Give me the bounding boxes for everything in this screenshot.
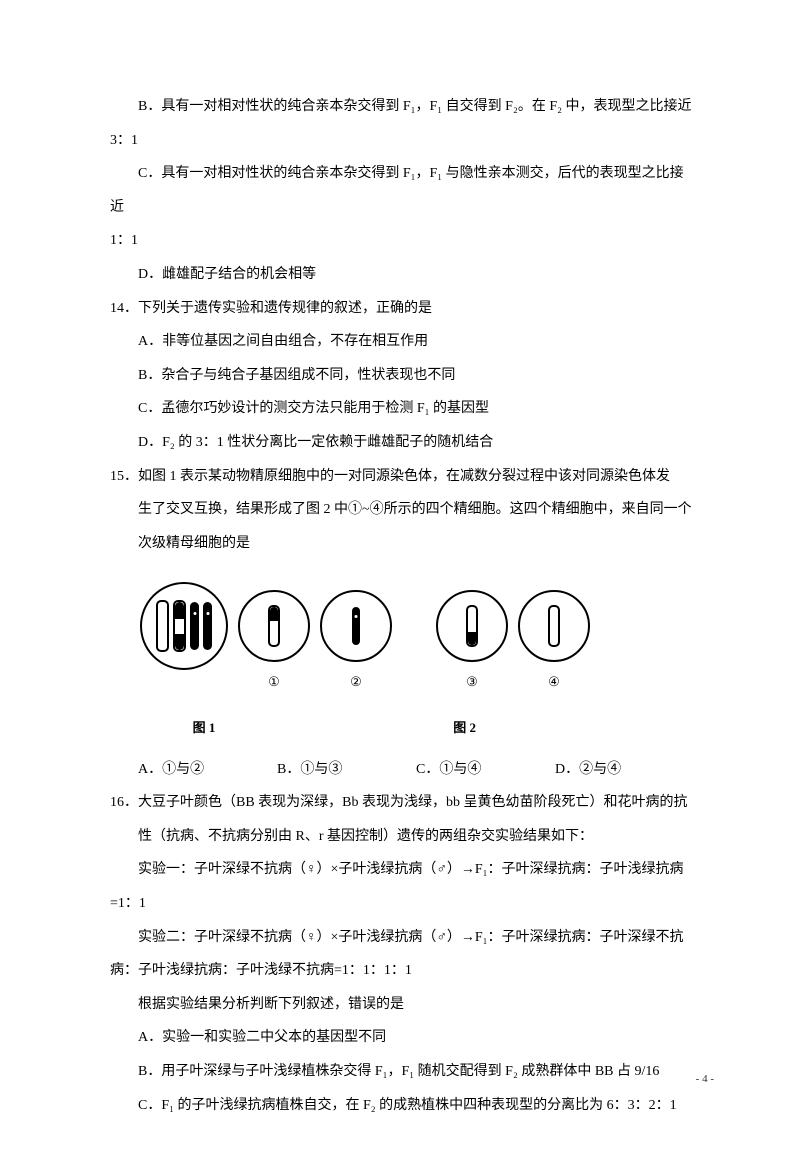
page-number: - 4 - — [696, 1073, 714, 1085]
q15-optA: A．①与② — [138, 753, 277, 787]
cell-num-1: ① — [268, 666, 280, 697]
cell-num-4: ④ — [548, 666, 560, 697]
cell-num-2: ② — [350, 666, 362, 697]
q15-optB: B．①与③ — [277, 753, 416, 787]
cell-num-3: ③ — [466, 666, 478, 697]
fig-label-1: 图 1 — [162, 712, 246, 743]
cell-3 — [436, 590, 508, 662]
fig-label-2: 图 2 — [246, 712, 476, 743]
q14-A: A．非等位基因之间自由组合，不存在相互作用 — [110, 325, 694, 359]
q15-optC: C．①与④ — [416, 753, 555, 787]
chromosome-figure: x ① ② ③ — [140, 582, 694, 742]
cell-2 — [320, 590, 392, 662]
q13-optC: C．具有一对相对性状的纯合亲本杂交得到 F₁，F₁ 与隐性亲本测交，后代的表现型… — [110, 157, 694, 224]
q15-stem2: 生了交叉互换，结果形成了图 2 中①~④所示的四个精细胞。这四个精细胞中，来自同… — [110, 493, 694, 527]
q13-optB: B．具有一对相对性状的纯合亲本杂交得到 F₁，F₁ 自交得到 F₂。在 F₂ 中… — [110, 90, 694, 124]
q16-exp1a: 实验一：子叶深绿不抗病（♀）×子叶浅绿抗病（♂）→F₁：子叶深绿抗病：子叶浅绿抗… — [110, 853, 694, 887]
q16-exp2b: 病：子叶浅绿抗病：子叶浅绿不抗病=1：1：1：1 — [110, 954, 694, 988]
cell-4 — [518, 590, 590, 662]
q16-stem1: 16．大豆子叶颜色（BB 表现为深绿，Bb 表现为浅绿，bb 呈黄色幼苗阶段死亡… — [110, 786, 694, 820]
q13-optB-tail: 3：1 — [110, 124, 694, 158]
q16-A: A．实验一和实验二中父本的基因型不同 — [110, 1021, 694, 1055]
q16-B: B．用子叶深绿与子叶浅绿植株杂交得 F₁，F₁ 随机交配得到 F₂ 成熟群体中 … — [110, 1055, 694, 1089]
q14-stem: 14．下列关于遗传实验和遗传规律的叙述，正确的是 — [110, 292, 694, 326]
q14-C: C．孟德尔巧妙设计的测交方法只能用于检测 F₁ 的基因型 — [110, 392, 694, 426]
q16-stem2: 性（抗病、不抗病分别由 R、r 基因控制）遗传的两组杂交实验结果如下： — [110, 820, 694, 854]
q15-stem1: 15．如图 1 表示某动物精原细胞中的一对同源染色体，在减数分裂过程中该对同源染… — [110, 460, 694, 494]
q16-exp2a: 实验二：子叶深绿不抗病（♀）×子叶浅绿抗病（♂）→F₁：子叶深绿抗病：子叶深绿不… — [110, 921, 694, 955]
q16-C: C．F₁ 的子叶浅绿抗病植株自交，在 F₂ 的成熟植株中四种表现型的分离比为 6… — [110, 1089, 694, 1123]
q13-optC-tail: 1：1 — [110, 224, 694, 258]
q16-ask: 根据实验结果分析判断下列叙述，错误的是 — [110, 988, 694, 1022]
q13-optD: D．雌雄配子结合的机会相等 — [110, 258, 694, 292]
cell-1 — [238, 590, 310, 662]
q14-D: D．F₂ 的 3：1 性状分离比一定依赖于雌雄配子的随机结合 — [110, 426, 694, 460]
q14-B: B．杂合子与纯合子基因组成不同，性状表现也不同 — [110, 359, 694, 393]
cell-original — [140, 582, 228, 670]
q15-optD: D．②与④ — [555, 753, 694, 787]
q15-stem3: 次级精母细胞的是 — [110, 527, 694, 561]
q16-exp1b: =1：1 — [110, 887, 694, 921]
q15-options: A．①与② B．①与③ C．①与④ D．②与④ — [110, 753, 694, 787]
